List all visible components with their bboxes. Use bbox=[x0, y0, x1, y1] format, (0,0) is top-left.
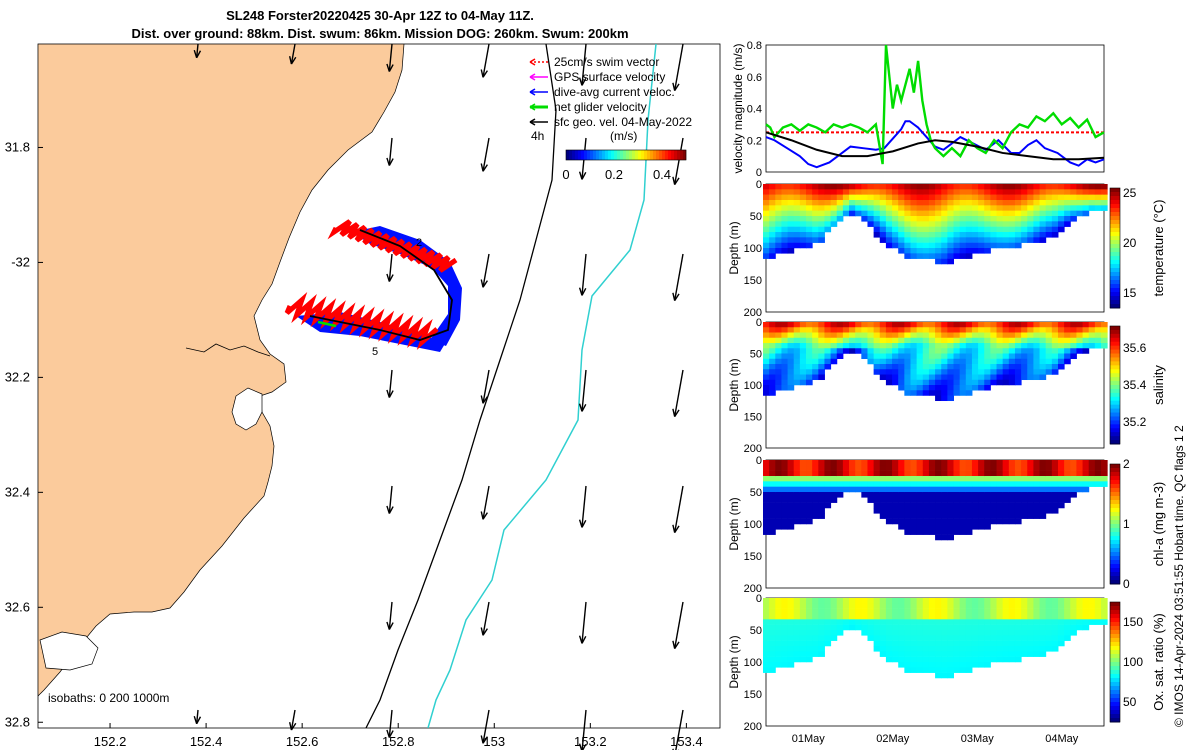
isobath-200m bbox=[365, 44, 557, 728]
swim-vectors bbox=[284, 291, 439, 351]
colorbar-tick: 0.4 bbox=[653, 167, 671, 182]
estuary-inlet bbox=[39, 631, 99, 671]
legend-entry: dive-avg current veloc. bbox=[529, 85, 675, 99]
geostrophic-arrow bbox=[578, 369, 587, 412]
map-y-tick: -32 bbox=[11, 254, 30, 269]
interval-label: 4h bbox=[531, 129, 544, 143]
net-glider-velocity bbox=[317, 320, 337, 328]
geostrophic-arrow bbox=[288, 709, 297, 731]
map-y-tick: 32.8 bbox=[5, 714, 30, 729]
geostrophic-arrow bbox=[672, 369, 684, 417]
geostrophic-arrow bbox=[672, 709, 684, 750]
geostrophic-arrow bbox=[386, 601, 394, 630]
geostrophic-arrow bbox=[672, 43, 684, 91]
geostrophic-arrow bbox=[578, 43, 587, 86]
track-label-5: 5 bbox=[372, 346, 378, 358]
geostrophic-arrow bbox=[480, 485, 490, 520]
map-x-tick: 153 bbox=[483, 734, 505, 749]
glider-track bbox=[309, 229, 453, 341]
geostrophic-arrow bbox=[288, 43, 297, 65]
geostrophic-arrow bbox=[672, 601, 684, 649]
estuary-lake bbox=[231, 387, 263, 431]
map-y-tick: 32.2 bbox=[5, 369, 30, 384]
geostrophic-arrow bbox=[672, 137, 684, 185]
isobath-1000m bbox=[427, 44, 657, 728]
speed-colorbar: 0 0.2 0.4 bbox=[562, 149, 687, 182]
legend-label: GPS surface velocity bbox=[554, 70, 665, 84]
legend-entry: 25cm/s swim vector bbox=[529, 55, 659, 69]
legend-label: net glider velocity bbox=[554, 100, 647, 114]
geostrophic-arrow bbox=[578, 485, 587, 528]
geostrophic-arrow bbox=[672, 253, 684, 301]
geostrophic-arrow bbox=[578, 253, 587, 296]
colorbar-tick: 0 bbox=[562, 167, 569, 182]
map-x-tick: 153.4 bbox=[670, 734, 703, 749]
isobath-legend: isobaths: 0 200 1000m bbox=[48, 691, 169, 705]
geostrophic-arrow bbox=[480, 137, 490, 172]
geostrophic-arrow bbox=[193, 43, 202, 59]
map-x-tick: 152.4 bbox=[190, 734, 223, 749]
swim-vectors bbox=[327, 219, 458, 273]
estuary-channel bbox=[185, 343, 271, 357]
map-x-tick: 152.6 bbox=[286, 734, 319, 749]
geostrophic-arrow bbox=[672, 485, 684, 533]
geostrophic-arrow bbox=[386, 253, 394, 282]
colorbar-tick: 0.2 bbox=[605, 167, 623, 182]
geostrophic-arrow bbox=[480, 369, 490, 404]
geostrophic-arrow bbox=[480, 43, 490, 78]
geostrophic-arrow bbox=[386, 709, 394, 738]
geostrophic-arrow bbox=[386, 43, 394, 72]
geostrophic-arrow bbox=[386, 369, 394, 398]
map-y-tick: 31.8 bbox=[5, 139, 30, 154]
figure-title-line-2: Dist. over ground: 88km. Dist. swum: 86k… bbox=[131, 26, 629, 41]
map-x-tick: 152.8 bbox=[382, 734, 415, 749]
geostrophic-arrow bbox=[480, 709, 490, 744]
legend-label: 25cm/s swim vector bbox=[554, 55, 659, 69]
track-label-2: 2 bbox=[416, 237, 422, 249]
geostrophic-arrow bbox=[578, 601, 587, 644]
timestamp-stamp: © IMOS 14-Apr-2024 03:51:55 Hobart time.… bbox=[1172, 425, 1186, 727]
geostrophic-arrow bbox=[386, 485, 394, 514]
legend-entry: GPS surface velocity bbox=[529, 70, 665, 84]
geostrophic-arrow bbox=[578, 709, 587, 750]
legend-entry: sfc geo. vel. 04-May-2022 bbox=[529, 115, 692, 129]
figure-title-line-1: SL248 Forster20220425 30-Apr 12Z to 04-M… bbox=[226, 8, 534, 23]
map-y-tick: 32.4 bbox=[5, 484, 30, 499]
legend-entry: net glider velocity bbox=[529, 100, 647, 114]
legend-label: dive-avg current veloc. bbox=[554, 85, 675, 99]
geostrophic-arrow bbox=[480, 601, 490, 636]
legend-label: sfc geo. vel. 04-May-2022 bbox=[554, 115, 692, 129]
colorbar-unit: (m/s) bbox=[610, 129, 637, 143]
geostrophic-arrow bbox=[193, 709, 202, 725]
geostrophic-arrow bbox=[480, 253, 490, 288]
map-x-tick: 152.2 bbox=[94, 734, 127, 749]
geostrophic-arrow bbox=[386, 137, 394, 166]
map-y-tick: 32.6 bbox=[5, 599, 30, 614]
map-x-tick: 153.2 bbox=[574, 734, 607, 749]
